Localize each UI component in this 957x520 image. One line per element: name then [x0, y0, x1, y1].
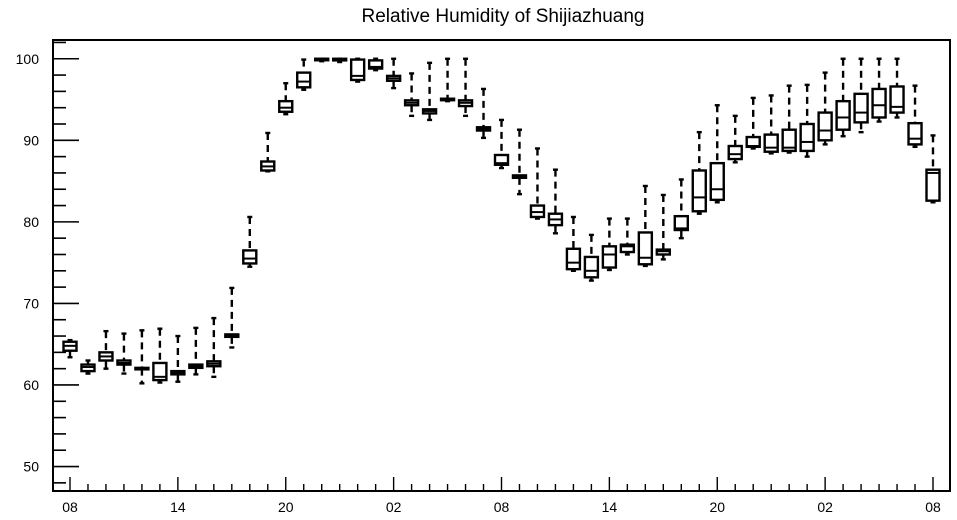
box-item	[80, 359, 96, 375]
box-item	[871, 57, 887, 123]
x-axis: 08 14 20 02 08 14 20 02 08	[62, 477, 941, 515]
box-item	[853, 57, 869, 134]
box-item	[242, 215, 258, 268]
box-item	[781, 84, 797, 154]
x-tick-label: 20	[709, 499, 725, 515]
box-item	[601, 217, 618, 272]
box-item	[134, 329, 150, 385]
box-item	[565, 215, 582, 273]
box-item	[314, 57, 330, 63]
x-tick-label: 02	[386, 499, 402, 515]
box-item	[493, 118, 510, 170]
box-body	[583, 255, 600, 279]
box-body	[242, 249, 258, 265]
box-body	[619, 243, 636, 254]
box-item	[925, 134, 941, 204]
plot-frame	[52, 39, 951, 492]
box-item	[188, 326, 204, 376]
box-item	[206, 316, 222, 379]
y-tick-label: 50	[23, 459, 39, 475]
box-item	[62, 338, 78, 359]
box-body	[601, 245, 618, 269]
box-item	[709, 104, 725, 204]
box-item	[439, 57, 456, 103]
box-body	[691, 169, 707, 213]
box-item	[296, 58, 312, 91]
box-body	[763, 133, 779, 153]
box-item	[385, 57, 402, 90]
box-item	[278, 82, 294, 116]
box-body	[799, 122, 815, 153]
box-body	[817, 111, 833, 142]
box-body	[349, 58, 366, 82]
box-item	[529, 147, 546, 220]
box-body	[709, 161, 725, 202]
x-tick-label: 02	[817, 499, 833, 515]
box-item	[727, 114, 743, 164]
box-item	[907, 84, 923, 149]
box-body	[296, 71, 312, 89]
x-tick-label: 14	[602, 499, 618, 515]
box-item	[152, 327, 168, 384]
box-body	[367, 59, 384, 70]
box-item	[763, 94, 779, 155]
box-body	[781, 128, 797, 153]
box-item	[511, 128, 528, 196]
box-item	[98, 329, 114, 370]
box-item	[817, 71, 833, 146]
box-item	[655, 193, 672, 261]
box-body	[727, 144, 743, 161]
box-body	[871, 87, 887, 119]
box-body	[278, 99, 294, 113]
box-item	[224, 286, 240, 349]
box-item	[619, 217, 636, 256]
box-series	[62, 57, 941, 385]
box-body	[565, 247, 582, 271]
box-item	[421, 61, 438, 122]
y-tick-label: 90	[23, 132, 39, 148]
box-body	[493, 153, 510, 166]
x-tick-label: 14	[170, 499, 186, 515]
box-body	[853, 92, 869, 124]
x-tick-label: 20	[278, 499, 294, 515]
box-item	[745, 96, 761, 150]
y-tick-label: 80	[23, 214, 39, 230]
box-body	[835, 99, 851, 131]
box-body	[152, 361, 168, 382]
x-tick-label: 08	[925, 499, 941, 515]
x-tick-label: 08	[494, 499, 510, 515]
box-item	[691, 130, 707, 215]
y-axis: 50 60 70 80 90 100	[16, 41, 79, 484]
chart-title: Relative Humidity of Shijiazhuang	[361, 6, 644, 27]
box-body	[637, 231, 654, 266]
box-item	[583, 233, 600, 282]
box-item	[349, 57, 366, 83]
box-item	[835, 57, 851, 138]
box-item	[170, 334, 186, 383]
box-item	[260, 131, 276, 173]
box-item	[673, 178, 689, 240]
box-item	[637, 184, 654, 268]
box-body	[925, 168, 941, 202]
box-item	[457, 57, 474, 118]
y-tick-label: 100	[16, 51, 40, 67]
box-item	[475, 87, 492, 140]
box-item	[116, 332, 132, 375]
box-body	[889, 85, 905, 114]
box-body	[907, 121, 923, 146]
box-body	[673, 214, 689, 232]
box-item	[367, 57, 384, 72]
box-item	[403, 72, 420, 118]
y-tick-label: 70	[23, 295, 39, 311]
y-tick-label: 60	[23, 377, 39, 393]
box-item	[331, 57, 348, 64]
box-item	[889, 57, 905, 119]
box-item	[799, 83, 815, 158]
x-tick-label: 08	[62, 499, 78, 515]
box-item	[547, 168, 564, 235]
